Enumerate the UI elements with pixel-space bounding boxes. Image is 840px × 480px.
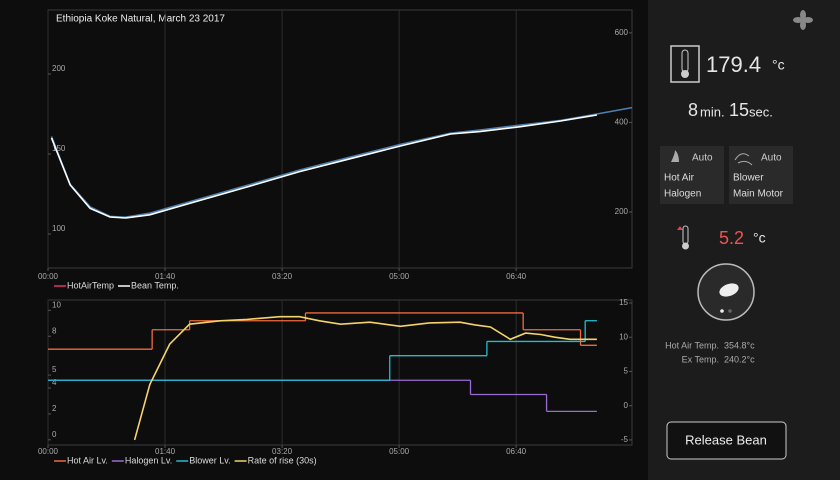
x-tick-label: 00:00 [38, 272, 59, 281]
bean-temperature-unit: °c [772, 57, 785, 73]
y-tick-label: 200 [52, 64, 66, 73]
y2-tick-label: 0 [624, 401, 629, 410]
series-line [133, 315, 597, 441]
x-tick-label: 00:00 [38, 447, 59, 456]
hot-air-mode-card[interactable] [660, 146, 724, 204]
side-panel-bg [648, 0, 840, 480]
legend-label: HotAirTemp [67, 280, 114, 290]
x-tick-label: 05:00 [389, 272, 410, 281]
x-tick-label: 03:20 [272, 272, 293, 281]
fan-icon[interactable] [793, 10, 813, 30]
legend-label: Halogen Lv. [125, 455, 172, 465]
y2-tick-label: 200 [615, 207, 629, 216]
blower-mode-card[interactable] [729, 146, 793, 204]
y2-tick-label: 5 [624, 367, 629, 376]
reading-value: 354.8°c [724, 340, 755, 350]
x-tick-label: 06:40 [506, 447, 527, 456]
x-tick-label: 03:20 [272, 447, 293, 456]
mode-label: Auto [761, 153, 782, 164]
y2-tick-label: 10 [619, 332, 628, 341]
x-tick-label: 01:40 [155, 447, 176, 456]
legend-label: Bean Temp. [131, 280, 179, 290]
minutes-label: min. [700, 104, 725, 119]
legend-label: Rate of rise (30s) [248, 455, 317, 465]
x-tick-label: 06:40 [506, 272, 527, 281]
y2-tick-label: 600 [615, 28, 629, 37]
reading-label: Ex Temp. [682, 354, 719, 364]
ror-thermometer-icon [677, 225, 689, 250]
mode-label: Auto [692, 153, 713, 164]
elapsed-minutes: 8 [688, 100, 698, 120]
page-dot [720, 309, 724, 313]
y2-tick-label: -5 [621, 435, 629, 444]
y2-tick-label: 15 [619, 298, 628, 307]
mode-line: Blower [733, 173, 764, 184]
rate-of-rise-value: 5.2 [719, 228, 744, 248]
y-tick-label: 5 [52, 365, 57, 374]
legend-label: Hot Air Lv. [67, 455, 108, 465]
y-tick-label: 4 [52, 378, 57, 387]
release-bean-label[interactable]: Release Bean [685, 432, 767, 447]
flame-icon [671, 150, 679, 162]
seconds-label: sec. [749, 104, 773, 119]
legend-label: Blower Lv. [189, 455, 230, 465]
y-tick-label: 10 [52, 300, 61, 309]
x-tick-label: 01:40 [155, 272, 176, 281]
y2-tick-label: 400 [615, 118, 629, 127]
blower-icon [734, 153, 753, 166]
bean-icon [719, 283, 739, 297]
mode-line: Main Motor [733, 189, 784, 200]
page-dot [728, 309, 732, 313]
bean-temperature: 179.4 [706, 52, 761, 77]
mode-line: Hot Air [664, 173, 695, 184]
series-line [50, 114, 598, 219]
series-line [50, 106, 633, 219]
elapsed-seconds: 15 [729, 100, 749, 120]
rate-of-rise-unit: °c [753, 230, 766, 246]
reading-label: Hot Air Temp. [665, 340, 719, 350]
reading-value: 240.2°c [724, 354, 755, 364]
mode-line: Halogen [664, 189, 701, 200]
x-tick-label: 05:00 [389, 447, 410, 456]
y-tick-label: 2 [52, 404, 57, 413]
thermometer-icon [670, 45, 700, 83]
release-bean-button[interactable] [666, 421, 787, 460]
y-tick-label: 0 [52, 430, 57, 439]
chart-area-bg [0, 0, 648, 480]
y-tick-label: 150 [52, 144, 66, 153]
y-tick-label: 100 [52, 224, 66, 233]
chart-title: Ethiopia Koke Natural, March 23 2017 [56, 14, 225, 25]
y-tick-label: 8 [52, 326, 57, 335]
